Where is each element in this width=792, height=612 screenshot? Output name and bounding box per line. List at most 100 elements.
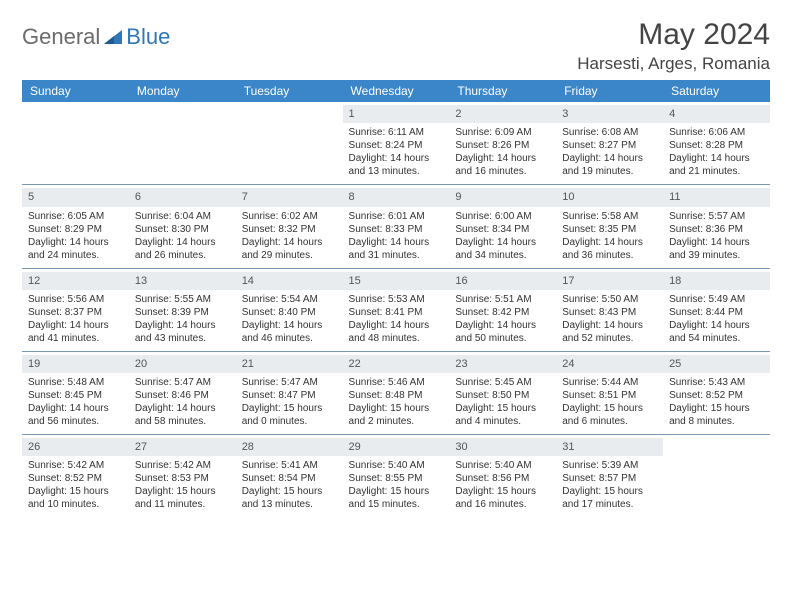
detail-line: Sunrise: 5:44 AM: [562, 376, 657, 389]
day-details: Sunrise: 5:56 AMSunset: 8:37 PMDaylight:…: [28, 293, 123, 345]
calendar-cell: [22, 102, 129, 185]
detail-line: Sunrise: 5:48 AM: [28, 376, 123, 389]
detail-line: Sunrise: 6:05 AM: [28, 210, 123, 223]
day-details: Sunrise: 5:42 AMSunset: 8:52 PMDaylight:…: [28, 459, 123, 511]
calendar-cell: 11Sunrise: 5:57 AMSunset: 8:36 PMDayligh…: [663, 185, 770, 268]
detail-line: Daylight: 14 hours: [135, 236, 230, 249]
detail-line: Sunset: 8:46 PM: [135, 389, 230, 402]
detail-line: and 0 minutes.: [242, 415, 337, 428]
weekday-header: Wednesday: [343, 80, 450, 102]
detail-line: Sunrise: 6:04 AM: [135, 210, 230, 223]
day-details: Sunrise: 5:49 AMSunset: 8:44 PMDaylight:…: [669, 293, 764, 345]
day-details: Sunrise: 6:11 AMSunset: 8:24 PMDaylight:…: [349, 126, 444, 178]
detail-line: Sunrise: 5:56 AM: [28, 293, 123, 306]
brand-general: General: [22, 24, 100, 50]
detail-line: Daylight: 14 hours: [349, 236, 444, 249]
detail-line: and 58 minutes.: [135, 415, 230, 428]
detail-line: Sunrise: 6:11 AM: [349, 126, 444, 139]
calendar-cell: 9Sunrise: 6:00 AMSunset: 8:34 PMDaylight…: [449, 185, 556, 268]
weekday-header: Thursday: [449, 80, 556, 102]
day-details: Sunrise: 5:39 AMSunset: 8:57 PMDaylight:…: [562, 459, 657, 511]
day-details: Sunrise: 5:40 AMSunset: 8:56 PMDaylight:…: [455, 459, 550, 511]
detail-line: Sunrise: 5:45 AM: [455, 376, 550, 389]
calendar-row: 5Sunrise: 6:05 AMSunset: 8:29 PMDaylight…: [22, 185, 770, 268]
detail-line: Sunrise: 5:54 AM: [242, 293, 337, 306]
detail-line: Daylight: 14 hours: [669, 319, 764, 332]
day-number: 5: [22, 188, 129, 206]
day-details: Sunrise: 5:42 AMSunset: 8:53 PMDaylight:…: [135, 459, 230, 511]
calendar-cell: 10Sunrise: 5:58 AMSunset: 8:35 PMDayligh…: [556, 185, 663, 268]
detail-line: and 31 minutes.: [349, 249, 444, 262]
detail-line: Daylight: 15 hours: [455, 402, 550, 415]
brand-mark-icon: [102, 26, 124, 48]
month-title: May 2024: [577, 18, 770, 52]
calendar-cell: 12 Sunrise: 5:56 AMSunset: 8:37 PMDayligh…: [22, 268, 129, 351]
calendar-cell: 18Sunrise: 5:49 AMSunset: 8:44 PMDayligh…: [663, 268, 770, 351]
detail-line: and 16 minutes.: [455, 498, 550, 511]
day-number: 1: [343, 105, 450, 123]
detail-line: Sunrise: 6:09 AM: [455, 126, 550, 139]
detail-line: Daylight: 14 hours: [135, 319, 230, 332]
weekday-header: Monday: [129, 80, 236, 102]
detail-line: Daylight: 14 hours: [242, 319, 337, 332]
detail-line: and 54 minutes.: [669, 332, 764, 345]
detail-line: and 46 minutes.: [242, 332, 337, 345]
detail-line: and 17 minutes.: [562, 498, 657, 511]
detail-line: Sunrise: 5:47 AM: [242, 376, 337, 389]
calendar-cell: 7Sunrise: 6:02 AMSunset: 8:32 PMDaylight…: [236, 185, 343, 268]
detail-line: Sunset: 8:29 PM: [28, 223, 123, 236]
calendar-cell: 30Sunrise: 5:40 AMSunset: 8:56 PMDayligh…: [449, 435, 556, 518]
day-number: 29: [343, 438, 450, 456]
detail-line: and 29 minutes.: [242, 249, 337, 262]
detail-line: Daylight: 14 hours: [135, 402, 230, 415]
detail-line: Daylight: 14 hours: [562, 152, 657, 165]
day-number: 26: [22, 438, 129, 456]
title-block: May 2024 Harsesti, Arges, Romania: [577, 18, 770, 74]
calendar-cell: 23Sunrise: 5:45 AMSunset: 8:50 PMDayligh…: [449, 351, 556, 434]
weekday-header: Tuesday: [236, 80, 343, 102]
detail-line: Sunrise: 5:57 AM: [669, 210, 764, 223]
detail-line: Sunrise: 5:49 AM: [669, 293, 764, 306]
detail-line: Sunrise: 5:39 AM: [562, 459, 657, 472]
calendar-cell: 3Sunrise: 6:08 AMSunset: 8:27 PMDaylight…: [556, 102, 663, 185]
detail-line: Sunrise: 5:50 AM: [562, 293, 657, 306]
detail-line: Sunrise: 5:46 AM: [349, 376, 444, 389]
detail-line: Daylight: 14 hours: [562, 236, 657, 249]
detail-line: Sunset: 8:44 PM: [669, 306, 764, 319]
weekday-header: Friday: [556, 80, 663, 102]
weekday-header: Sunday: [22, 80, 129, 102]
day-number: 17: [556, 272, 663, 290]
calendar-cell: 29 Sunrise: 5:40 AMSunset: 8:55 PMDayligh…: [343, 435, 450, 518]
day-number: 27: [129, 438, 236, 456]
day-number: 3: [556, 105, 663, 123]
detail-line: Daylight: 15 hours: [562, 402, 657, 415]
day-number: 20: [129, 355, 236, 373]
day-number: 11: [663, 188, 770, 206]
day-details: Sunrise: 5:43 AMSunset: 8:52 PMDaylight:…: [669, 376, 764, 428]
calendar-body: 1 Sunrise: 6:11 AMSunset: 8:24 PMDaylight…: [22, 102, 770, 517]
day-details: Sunrise: 6:09 AMSunset: 8:26 PMDaylight:…: [455, 126, 550, 178]
detail-line: Sunset: 8:34 PM: [455, 223, 550, 236]
calendar-page: General Blue May 2024 Harsesti, Arges, R…: [0, 0, 792, 531]
calendar-cell: 17Sunrise: 5:50 AMSunset: 8:43 PMDayligh…: [556, 268, 663, 351]
detail-line: Sunset: 8:56 PM: [455, 472, 550, 485]
day-details: Sunrise: 6:05 AMSunset: 8:29 PMDaylight:…: [28, 210, 123, 262]
day-number: 12: [22, 272, 129, 290]
detail-line: and 15 minutes.: [349, 498, 444, 511]
day-number: 4: [663, 105, 770, 123]
calendar-cell: [236, 102, 343, 185]
detail-line: and 4 minutes.: [455, 415, 550, 428]
calendar-cell: 20Sunrise: 5:47 AMSunset: 8:46 PMDayligh…: [129, 351, 236, 434]
day-number: 13: [129, 272, 236, 290]
detail-line: Sunset: 8:32 PM: [242, 223, 337, 236]
day-details: Sunrise: 5:40 AMSunset: 8:55 PMDaylight:…: [349, 459, 444, 511]
calendar-cell: 16Sunrise: 5:51 AMSunset: 8:42 PMDayligh…: [449, 268, 556, 351]
day-details: Sunrise: 5:48 AMSunset: 8:45 PMDaylight:…: [28, 376, 123, 428]
day-details: Sunrise: 5:47 AMSunset: 8:47 PMDaylight:…: [242, 376, 337, 428]
detail-line: Sunset: 8:40 PM: [242, 306, 337, 319]
day-details: Sunrise: 6:01 AMSunset: 8:33 PMDaylight:…: [349, 210, 444, 262]
day-details: Sunrise: 6:02 AMSunset: 8:32 PMDaylight:…: [242, 210, 337, 262]
detail-line: Daylight: 14 hours: [669, 152, 764, 165]
detail-line: Daylight: 14 hours: [28, 236, 123, 249]
detail-line: Sunrise: 6:06 AM: [669, 126, 764, 139]
